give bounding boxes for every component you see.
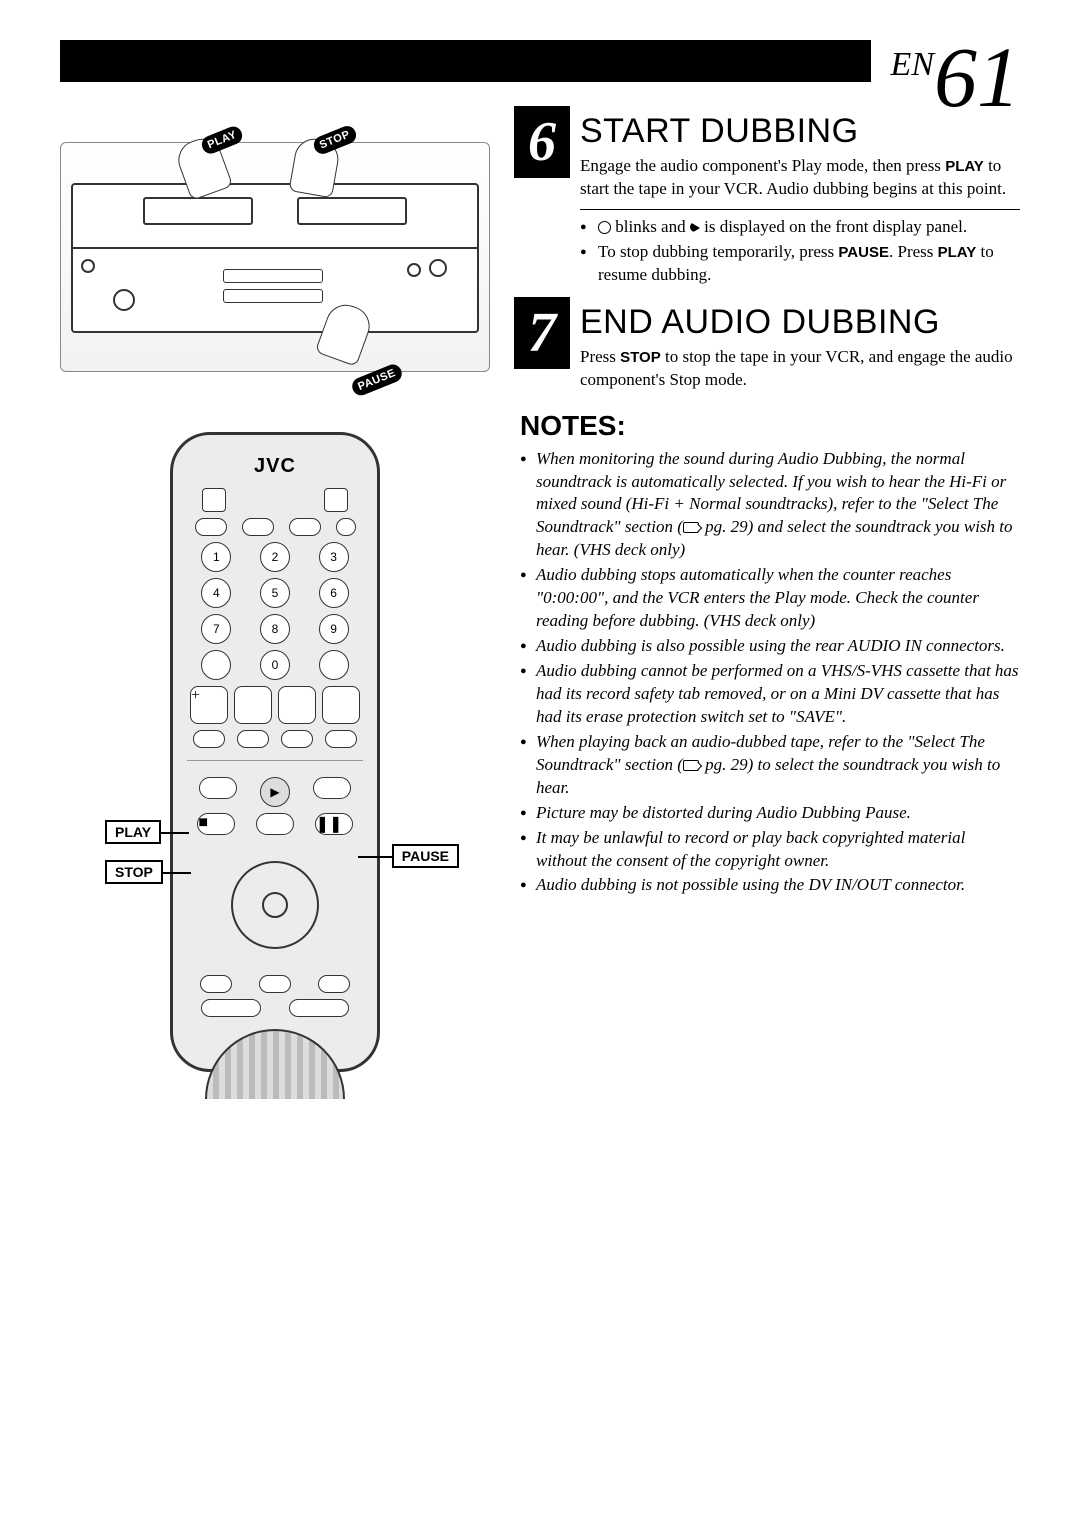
step-6: 6 START DUBBING Engage the audio compone… [520,112,1020,287]
remote-key-3: 3 [319,542,349,572]
notes-item: Audio dubbing is also possible using the… [520,635,1020,658]
step-7-number: 7 [514,297,570,369]
remote-stop-button: ■ [197,813,235,835]
step-6-bullet-1: blinks and is displayed on the front dis… [580,216,1020,239]
notes-item: Audio dubbing is not possible using the … [520,874,1020,897]
remote-key-6: 6 [319,578,349,608]
page-number: EN61 [871,34,1020,120]
vcr-illustration: PLAY STOP PAUSE [60,142,490,372]
vcr-play-callout: PLAY [199,124,245,157]
notes-item: Picture may be distorted during Audio Du… [520,802,1020,825]
notes-item: It may be unlawful to record or play bac… [520,827,1020,873]
page-num: 61 [934,29,1020,125]
page-prefix: EN [891,46,934,83]
step-7-body: Press STOP to stop the tape in your VCR,… [580,346,1020,392]
step-6-number: 6 [514,106,570,178]
notes-list: When monitoring the sound during Audio D… [520,448,1020,898]
page-ref-icon [683,760,699,771]
remote-key-4: 4 [201,578,231,608]
page-ref-icon [683,522,699,533]
header-bar: EN61 [60,40,1020,82]
remote-label-pause: PAUSE [392,844,459,868]
notes-item: Audio dubbing stops automatically when t… [520,564,1020,633]
remote-key-7: 7 [201,614,231,644]
remote-key-2: 2 [260,542,290,572]
remote-key-1: 1 [201,542,231,572]
step-6-body: Engage the audio component's Play mode, … [580,155,1020,201]
vcr-pause-callout: PAUSE [350,362,405,398]
step-6-title: START DUBBING [580,112,1020,151]
remote-key-0: 0 [260,650,290,680]
circle-icon [598,221,611,234]
play-outline-icon [690,222,700,234]
notes-item: When monitoring the sound during Audio D… [520,448,1020,563]
remote-play-button: ▶ [260,777,290,807]
remote-label-play: PLAY [105,820,161,844]
remote-key-5: 5 [260,578,290,608]
step-7-title: END AUDIO DUBBING [580,303,1020,342]
notes-item: When playing back an audio-dubbed tape, … [520,731,1020,800]
remote-key-9: 9 [319,614,349,644]
remote-label-stop: STOP [105,860,163,884]
notes-heading: NOTES: [520,410,1020,442]
step-7: 7 END AUDIO DUBBING Press STOP to stop t… [520,303,1020,392]
step-6-bullet-2: To stop dubbing temporarily, press PAUSE… [580,241,1020,287]
notes-item: Audio dubbing cannot be performed on a V… [520,660,1020,729]
remote-illustration: JVC 1 2 3 4 5 6 [155,432,395,1072]
remote-brand: JVC [187,455,363,478]
remote-pause-button: ❚❚ [315,813,353,835]
remote-key-8: 8 [260,614,290,644]
